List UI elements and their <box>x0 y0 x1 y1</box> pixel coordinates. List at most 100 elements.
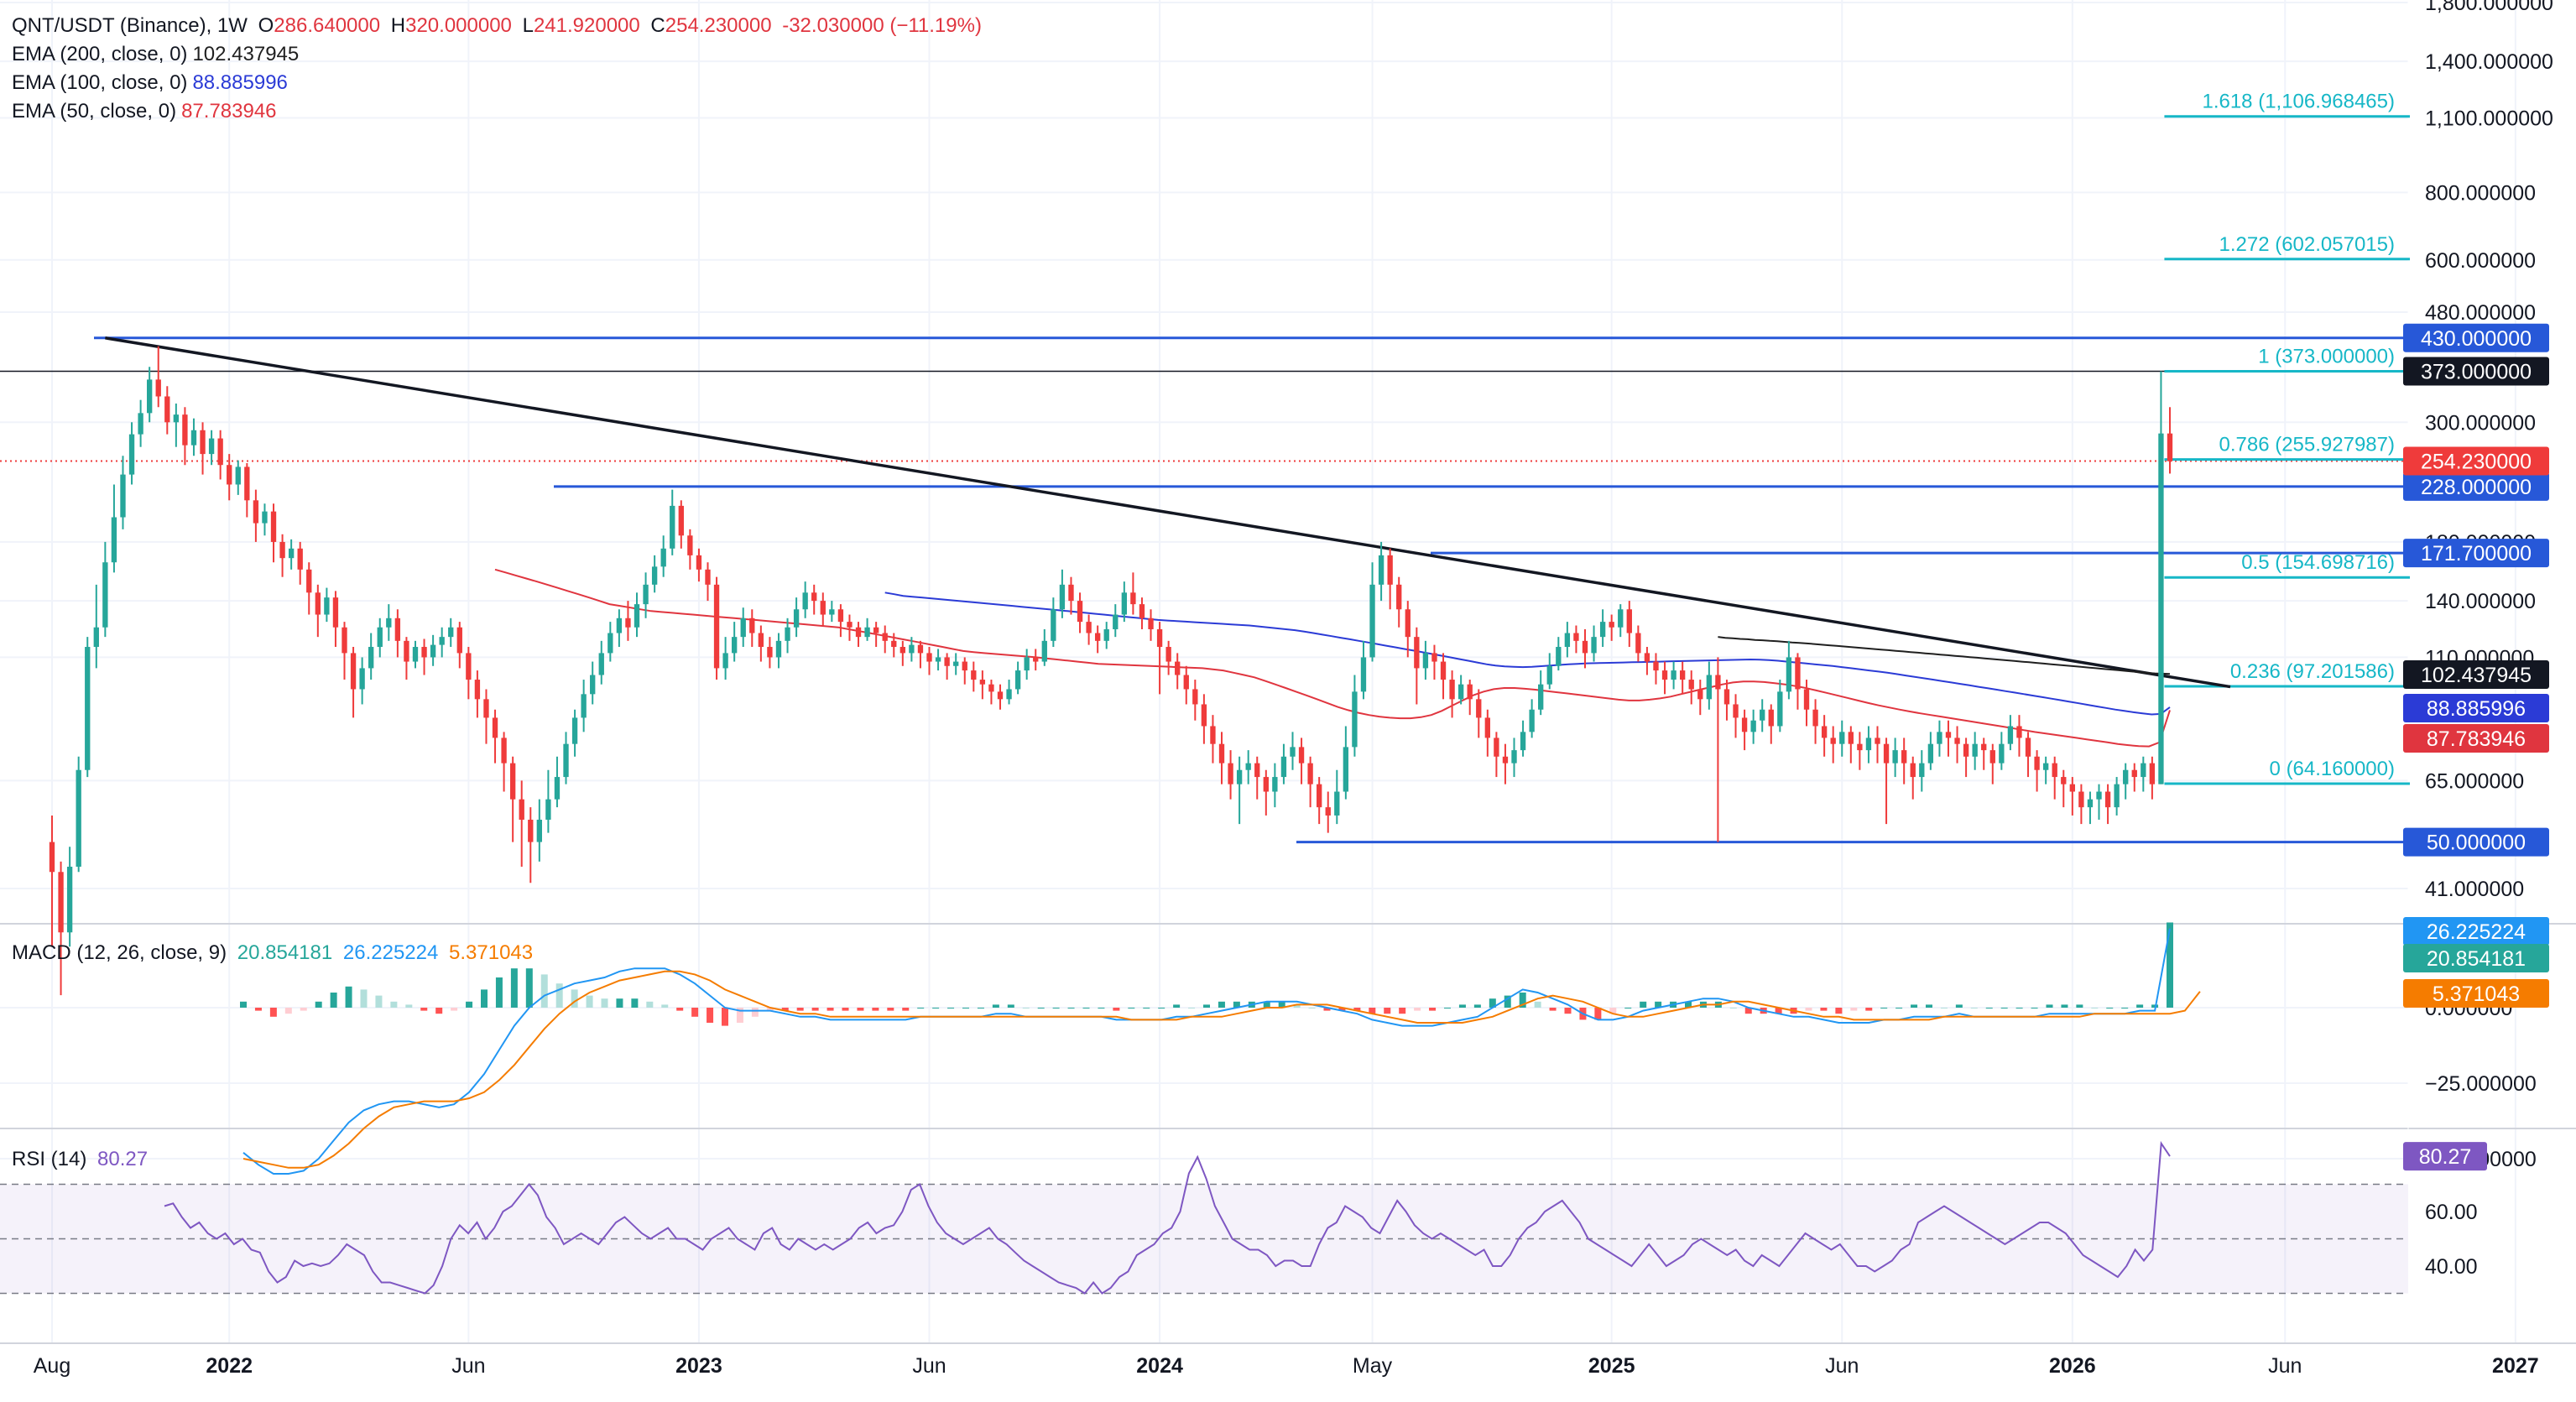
candle-body <box>643 584 649 605</box>
ema50-row: EMA (50, close, 0) 87.783946 <box>12 97 987 126</box>
level-tag-228.000000: 228.000000 <box>2421 476 2532 499</box>
candle-body <box>953 661 959 666</box>
candle-body <box>1422 653 1429 669</box>
candle-body <box>616 618 623 633</box>
price-tick: 480.000000 <box>2425 301 2536 325</box>
candle-body <box>2096 791 2102 800</box>
macd-histogram-bar <box>1414 1008 1421 1011</box>
candle-body <box>820 601 826 615</box>
price-axis[interactable]: 1,800.000000 1,400.000000 1,100.000000 800.… <box>2425 0 2553 1279</box>
macd-histogram-bar <box>676 1008 684 1011</box>
time-label: May <box>1353 1354 1393 1378</box>
fib-label-0: 0 (64.160000) <box>2270 758 2395 780</box>
candle-body <box>678 505 684 536</box>
candle-body <box>793 609 800 628</box>
candle-body <box>1591 637 1597 654</box>
ohlc-change: -32.030000 (−11.19%) <box>782 14 982 37</box>
candle-body <box>173 414 180 423</box>
macd-histogram-bar <box>2167 922 2173 1008</box>
candle-body <box>1476 699 1482 718</box>
macd-histogram-bar <box>1082 1008 1090 1009</box>
candle-body <box>66 867 73 933</box>
candle-body <box>935 657 941 662</box>
macd-histogram-bar <box>2015 1008 2023 1009</box>
candle-body <box>1989 750 1995 764</box>
fibonacci-retracement[interactable]: 1.618 (1,106.968465) 1.272 (602.057015) 1 … <box>2164 91 2410 785</box>
candle-body <box>1414 637 1420 669</box>
candle-body <box>1272 777 1278 792</box>
time-label: Jun <box>2268 1354 2302 1378</box>
candle-body <box>279 541 285 559</box>
candle-body <box>705 569 711 585</box>
candle-body <box>1786 657 1792 692</box>
candle-body <box>1875 737 1880 744</box>
macd-histogram-bar <box>240 1001 247 1008</box>
candle-body <box>1538 684 1544 710</box>
candle-body <box>412 647 419 662</box>
candle-body <box>1263 777 1269 792</box>
macd-histogram-bar <box>300 1008 307 1011</box>
candle-body <box>1821 726 1828 738</box>
level-tag-171.700000: 171.700000 <box>2421 542 2532 565</box>
macd-histogram-bar <box>631 998 639 1008</box>
candle-body <box>713 584 720 669</box>
candle-body <box>2061 777 2067 784</box>
crosshair-tag: 373.000000 <box>2421 360 2532 383</box>
macd-histogram-bar <box>345 986 352 1008</box>
candle-body <box>58 872 64 933</box>
candle-body <box>1768 709 1774 727</box>
candle-body <box>208 438 215 455</box>
candle-body <box>1387 555 1393 585</box>
ohlc-open: 286.640000 <box>274 14 381 37</box>
level-tag-171.700000-bg <box>2403 539 2549 568</box>
macd-histogram-bar <box>1985 1008 1993 1009</box>
candle-body <box>244 466 250 501</box>
candle-body <box>85 647 91 770</box>
candle-body <box>651 566 658 585</box>
candle-body <box>421 647 427 658</box>
candle-body <box>1529 709 1535 732</box>
candle-body <box>1334 791 1340 816</box>
candle-body <box>1041 640 1047 662</box>
candle-body <box>1165 647 1171 662</box>
macd-histogram-bar <box>1685 1001 1692 1008</box>
macd-histogram-bar <box>2121 1008 2129 1009</box>
time-label: 2023 <box>675 1354 722 1378</box>
macd-histogram-bar <box>481 989 488 1008</box>
candle-body <box>962 661 967 671</box>
macd-histogram-bar <box>736 1008 743 1023</box>
macd-histogram-bar <box>1338 1008 1346 1011</box>
ema200-value: 102.437945 <box>192 43 300 65</box>
macd-histogram-bar <box>1444 1008 1451 1009</box>
candle-body <box>1094 633 1101 641</box>
candle-body <box>811 592 817 602</box>
candle-body <box>1573 633 1579 641</box>
candle-body <box>997 691 1004 700</box>
macd-histogram-bar <box>1473 1004 1481 1008</box>
candle-body <box>1688 680 1694 690</box>
macd-histogram-bar <box>781 1008 789 1011</box>
trendline[interactable] <box>105 336 2231 689</box>
candle-body <box>342 627 347 654</box>
candle-body <box>1059 584 1066 610</box>
candle-body <box>909 644 915 654</box>
macd-histogram-bar <box>1263 1001 1270 1008</box>
ohlc-high-label: H <box>390 14 406 37</box>
candle-body <box>1679 670 1686 680</box>
horizontal-levels[interactable] <box>0 336 2408 844</box>
candle-body <box>1467 684 1473 700</box>
macd-histogram-bar <box>1880 1008 1888 1009</box>
candle-body <box>571 717 578 744</box>
price-tick: 65.000000 <box>2425 769 2524 793</box>
candle-body <box>1865 737 1872 751</box>
time-axis[interactable]: Aug 2022 Jun 2023 Jun 2024 May 2025 Jun 2026 Jun 20… <box>34 1354 2539 1378</box>
candle-body <box>1546 665 1552 685</box>
candle-body <box>315 592 321 615</box>
candle-body <box>1175 661 1181 675</box>
candle-body <box>2123 769 2129 784</box>
candle-body <box>324 597 330 615</box>
rsi-label: RSI (14) <box>12 1148 87 1170</box>
price-tick: 1,400.000000 <box>2425 50 2553 74</box>
candle-body <box>979 680 986 685</box>
